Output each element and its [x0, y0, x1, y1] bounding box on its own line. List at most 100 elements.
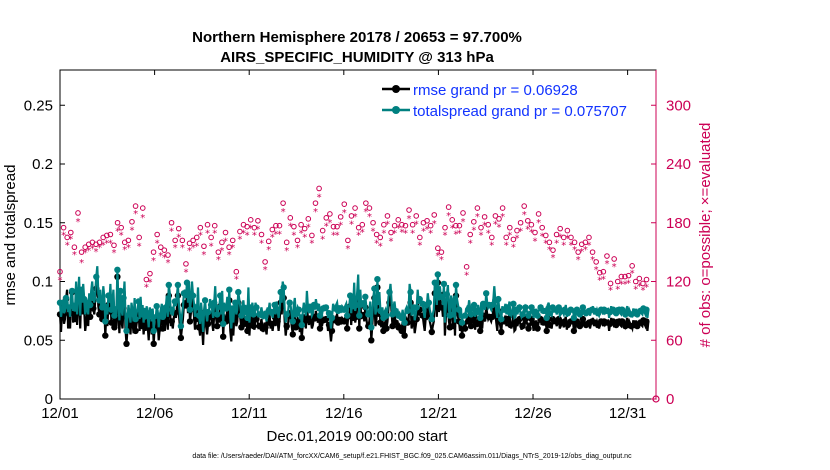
- obs-possible-marker: [309, 232, 315, 239]
- totalspread-point: [223, 305, 230, 312]
- obs-evaluated-marker: *: [338, 221, 343, 232]
- obs-evaluated-marker: *: [622, 279, 627, 290]
- obs-evaluated-marker: *: [378, 241, 383, 252]
- totalspread-point: [313, 303, 321, 310]
- y2-axis-label: # of obs: o=possible; ×=evaluated: [697, 123, 714, 348]
- totalspread-point: [528, 304, 535, 311]
- totalspread-point: [428, 315, 435, 323]
- y-tick-label: 0.2: [32, 156, 53, 173]
- obs-evaluated-marker: *: [385, 220, 390, 231]
- rmse-point: [473, 320, 481, 327]
- obs-possible-marker: [208, 234, 214, 241]
- rmse-point: [289, 331, 296, 338]
- obs-evaluated-marker: *: [349, 220, 354, 231]
- totalspread-point: [392, 307, 399, 315]
- obs-possible-marker: [625, 272, 632, 279]
- totalspread-point: [171, 298, 179, 305]
- obs-evaluated-marker: *: [183, 268, 188, 279]
- y-tick-label: 0.25: [24, 97, 53, 114]
- rmse-point: [241, 320, 248, 327]
- obs-evaluated-marker: *: [576, 255, 581, 266]
- obs-evaluated-marker: *: [522, 210, 527, 221]
- obs-possible-marker: [618, 273, 625, 280]
- obs-possible-marker: [399, 221, 405, 228]
- obs-possible-marker: [107, 231, 114, 238]
- obs-possible-marker: [395, 217, 402, 223]
- rmse-point: [531, 320, 538, 327]
- rmse-point: [250, 322, 257, 330]
- totalspread-point: [576, 311, 584, 318]
- obs-evaluated-marker: *: [201, 250, 206, 261]
- obs-evaluated-marker: *: [367, 212, 372, 223]
- totalspread-point: [431, 279, 438, 286]
- obs-possible-marker: [96, 239, 103, 246]
- rmse-point: [540, 319, 547, 326]
- totalspread-point: [425, 299, 432, 306]
- totalspread-point: [519, 311, 526, 318]
- obs-possible-marker: [258, 231, 265, 238]
- obs-evaluated-marker: *: [356, 231, 361, 242]
- obs-possible-marker: [345, 237, 351, 244]
- totalspread-point: [567, 306, 574, 313]
- obs-evaluated-marker: *: [180, 243, 185, 254]
- obs-evaluated-marker: *: [637, 281, 642, 292]
- totalspread-point: [226, 286, 233, 293]
- rmse-point: [401, 332, 408, 339]
- obs-evaluated-marker: *: [126, 243, 131, 254]
- obs-evaluated-marker: *: [237, 234, 242, 245]
- totalspread-point: [340, 306, 348, 313]
- obs-evaluated-marker: *: [601, 275, 606, 286]
- totalspread-point: [407, 288, 414, 296]
- totalspread-point: [325, 310, 333, 317]
- obs-possible-marker: [276, 222, 283, 229]
- obs-evaluated-marker: *: [360, 228, 365, 239]
- obs-possible-marker: [334, 223, 340, 230]
- obs-evaluated-marker: *: [93, 247, 98, 258]
- obs-possible-marker: [316, 185, 322, 192]
- obs-evaluated-marker: *: [86, 246, 91, 257]
- rmse-point: [132, 327, 139, 335]
- obs-evaluated-marker: *: [558, 232, 563, 243]
- obs-possible-marker: [327, 211, 333, 217]
- axes: 12/01 12/06 12/11 12/16 12/21 12/26 12/31 0 0.05…: [24, 70, 691, 422]
- obs-evaluated-marker: *: [252, 231, 257, 242]
- obs-possible-marker: [197, 224, 204, 231]
- totalspread-point: [498, 315, 505, 323]
- totalspread-point: [108, 306, 115, 313]
- obs-evaluated-marker: *: [525, 225, 530, 236]
- totalspread-point: [525, 312, 532, 319]
- obs-possible-marker: [359, 221, 366, 228]
- chart-subtitle: AIRS_SPECIFIC_HUMIDITY @ 313 hPa: [220, 49, 494, 66]
- y-tick-label: 0.1: [32, 274, 53, 291]
- totalspread-point: [283, 311, 290, 318]
- rmse-point: [467, 322, 475, 330]
- obs-possible-marker: [255, 217, 261, 224]
- obs-possible-marker: [237, 228, 243, 235]
- obs-possible-marker: [560, 234, 567, 241]
- totalspread-point: [141, 307, 148, 315]
- obs-evaluated-marker: *: [111, 248, 116, 259]
- x-tick-label: 12/31: [609, 405, 647, 422]
- obs-evaluated-marker: *: [227, 250, 232, 261]
- obs-possible-marker: [636, 275, 643, 282]
- obs-possible-marker: [172, 237, 178, 244]
- rmse-point: [398, 327, 405, 335]
- obs-possible-marker: [287, 215, 294, 221]
- rmse-point: [328, 327, 336, 335]
- totalspread-point: [449, 311, 457, 318]
- obs-possible-marker: [546, 239, 553, 246]
- rmse-point: [168, 318, 175, 325]
- rmse-point: [268, 320, 275, 327]
- obs-possible-marker: [474, 205, 481, 211]
- obs-evaluated-marker: *: [626, 278, 631, 289]
- obs-evaluated-marker: *: [371, 227, 376, 238]
- y-tick-label: 0.15: [24, 215, 53, 232]
- legend-spread-marker: [392, 106, 400, 114]
- obs-evaluated-marker: *: [630, 269, 635, 280]
- obs-possible-marker: [229, 237, 236, 244]
- rmse-point: [619, 318, 626, 325]
- obs-possible-marker: [449, 217, 456, 223]
- obs-evaluated-marker: *: [144, 282, 149, 293]
- totalspread-point: [165, 281, 172, 289]
- totalspread-point: [162, 304, 169, 311]
